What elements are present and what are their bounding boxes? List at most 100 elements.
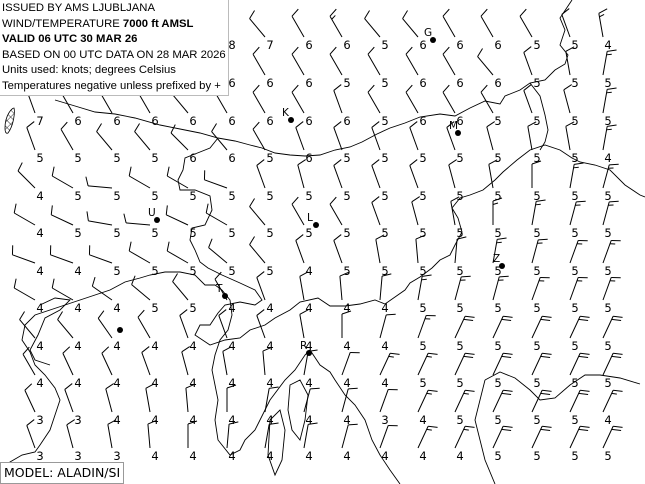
wind-barb: [249, 236, 266, 264]
temperature-label: 5: [533, 376, 540, 390]
temperature-label: 5: [113, 189, 120, 203]
temperature-label: 3: [36, 449, 43, 463]
temperature-label: 6: [494, 76, 501, 90]
wind-barb-full: [415, 234, 425, 240]
wind-barb: [226, 384, 237, 412]
temperature-label: 5: [305, 226, 312, 240]
wind-barb-staff: [264, 388, 270, 413]
wind-barb: [86, 211, 113, 226]
temperature-label: 5: [533, 38, 540, 52]
wind-barb-staff: [329, 203, 343, 226]
wind-barb-full: [208, 238, 213, 248]
wind-barb-full: [348, 423, 358, 426]
temperature-label: 5: [151, 189, 158, 203]
temperature-label: 5: [266, 226, 273, 240]
temperature-label: 5: [343, 151, 350, 165]
temperature-label: 5: [571, 189, 578, 203]
wind-barb: [333, 159, 343, 189]
wind-barb-staff: [480, 15, 494, 38]
wind-barb: [569, 276, 588, 301]
wind-barb-full: [226, 384, 237, 389]
wind-barb: [19, 311, 36, 339]
wind-barb: [11, 245, 36, 264]
temperature-label: 5: [343, 264, 350, 278]
wind-barb-staff: [179, 315, 189, 339]
wind-barb-full: [26, 419, 35, 426]
temperature-label: 5: [151, 301, 158, 315]
wind-barb-staff: [205, 212, 228, 226]
wind-barb-full: [442, 84, 450, 93]
wind-barb-staff: [379, 353, 391, 376]
temperature-label: 4: [113, 376, 120, 390]
wind-barb-staff: [92, 285, 113, 301]
wind-barb-half: [496, 241, 502, 244]
wind-barb-full: [252, 84, 260, 93]
temperature-label: 7: [36, 114, 43, 128]
temperature-label: 5: [419, 339, 426, 353]
temperature-label: 5: [343, 226, 350, 240]
wind-barb-staff: [531, 353, 543, 376]
wind-barb-full: [442, 46, 450, 55]
wind-barb: [415, 234, 425, 264]
temperature-label: 5: [456, 301, 463, 315]
temperature-label: 6: [305, 38, 312, 52]
temperature-label: 3: [36, 413, 43, 427]
wind-barb-staff: [57, 319, 74, 339]
wind-barb: [88, 245, 113, 264]
wind-barb-full: [409, 121, 418, 128]
temperature-label: 4: [604, 413, 611, 427]
valid-time-text: VALID 06 UTC 30 MAR 26: [2, 33, 138, 46]
wind-barb-half: [463, 392, 469, 395]
wind-barb: [417, 352, 438, 376]
temperature-label: 5: [189, 301, 196, 315]
wind-barb: [131, 275, 151, 301]
wind-barb: [295, 121, 305, 151]
wind-barb-full: [371, 159, 380, 166]
temperature-label: 5: [381, 151, 388, 165]
wind-barb-full: [542, 315, 552, 318]
wind-barb-full: [222, 346, 232, 352]
temperature-label: 6: [456, 76, 463, 90]
wind-barb: [13, 203, 36, 226]
wind-barb-full: [461, 275, 471, 278]
wind-barb-staff: [531, 426, 543, 449]
wind-barb-staff: [291, 91, 305, 114]
wind-barb-full: [486, 121, 495, 128]
wind-barb: [137, 309, 151, 339]
wind-barb: [379, 273, 392, 301]
wind-barb-staff: [107, 424, 113, 449]
temperature-label: 5: [571, 339, 578, 353]
temperature-label: 5: [494, 226, 501, 240]
wind-barb-full: [488, 159, 498, 165]
wind-barb-full: [137, 309, 145, 318]
wind-barb-staff: [602, 126, 608, 151]
temperature-label: 5: [533, 264, 540, 278]
wind-barb-full: [60, 121, 68, 130]
wind-barb-staff: [477, 56, 494, 76]
temperature-label: 4: [343, 413, 350, 427]
wind-barb-full: [411, 196, 420, 203]
temperature-label: 6: [419, 76, 426, 90]
wind-barb: [492, 275, 509, 301]
wind-barb-full: [211, 123, 217, 132]
wind-barb: [333, 121, 343, 151]
wind-barb-staff: [417, 390, 429, 413]
wind-barb: [602, 124, 617, 151]
wind-barb-full: [297, 159, 306, 166]
wind-barb-full: [409, 159, 418, 166]
station-dot: [288, 117, 294, 123]
wind-barb: [446, 121, 456, 151]
wind-barb-staff: [442, 15, 456, 38]
wind-barb: [454, 236, 467, 264]
temperature-label: 7: [266, 38, 273, 52]
temperature-label: 4: [343, 376, 350, 390]
station-dot: [455, 130, 461, 136]
temperature-label: 4: [419, 449, 426, 463]
wind-barb-staff: [172, 94, 189, 114]
wind-barb-full: [249, 10, 255, 19]
wind-barb-half: [331, 15, 336, 20]
wind-barb-full: [371, 121, 380, 128]
wind-barb: [375, 234, 385, 264]
wind-barb-full: [66, 419, 75, 426]
wind-barb: [531, 425, 552, 449]
